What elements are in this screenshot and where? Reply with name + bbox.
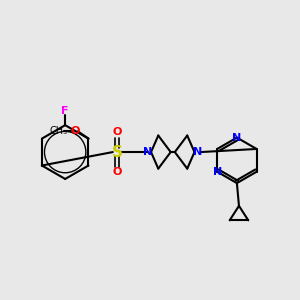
Text: N: N (193, 147, 202, 157)
Text: F: F (61, 106, 69, 116)
Text: CH₃: CH₃ (49, 126, 68, 136)
Text: N: N (232, 133, 242, 142)
Text: N: N (143, 147, 153, 157)
Text: O: O (112, 167, 122, 177)
Text: O: O (70, 126, 80, 136)
Text: N: N (213, 167, 222, 177)
Text: S: S (111, 145, 122, 160)
Text: O: O (112, 128, 122, 137)
